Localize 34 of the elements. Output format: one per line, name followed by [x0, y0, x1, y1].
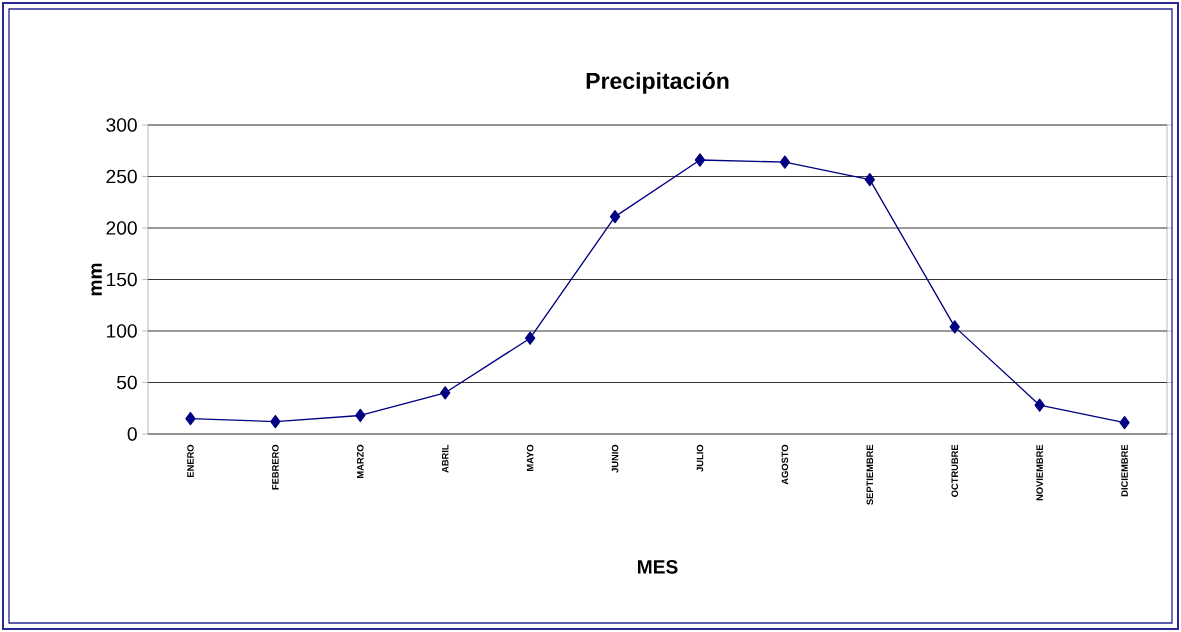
x-tick-label: OCTRUBRE — [951, 444, 959, 497]
x-tick-label: AGOSTO — [781, 444, 789, 485]
x-tick-label: MAYO — [526, 444, 534, 471]
point — [270, 414, 281, 429]
x-tick-label: JULIO — [696, 444, 704, 472]
point — [524, 331, 536, 345]
y-tick-label: 50 — [117, 375, 137, 390]
point — [609, 210, 621, 224]
y-tick-label: 150 — [107, 272, 137, 287]
y-tick-label: 100 — [107, 324, 137, 338]
point — [779, 155, 791, 169]
x-tick-label: NOVIEMBRE — [1036, 444, 1043, 501]
x-tick-label: SEPTIEMBRE — [866, 444, 874, 505]
x-tick-label: ENERO — [187, 444, 194, 477]
y-tick-label: 300 — [106, 118, 137, 132]
x-tick-label: DICIEMBRE — [1121, 444, 1128, 497]
point — [440, 386, 451, 400]
x-tick-label: ABRIL — [442, 444, 449, 473]
y-tick-label: 200 — [106, 221, 137, 235]
chart-title: Precipitación — [586, 71, 729, 94]
point — [949, 320, 960, 334]
x-tick-label: FEBRERO — [272, 444, 279, 490]
point — [355, 408, 366, 423]
x-tick-label: MARZO — [357, 444, 364, 478]
point — [1034, 398, 1045, 412]
point — [864, 172, 875, 187]
x-tick-label: JUNIO — [611, 444, 619, 473]
point — [1119, 416, 1130, 430]
y-axis-title: mm — [91, 263, 102, 296]
y-tick-label: 250 — [106, 169, 137, 184]
point — [185, 411, 196, 426]
y-tick-label: 0 — [127, 427, 137, 441]
x-axis-title: MES — [637, 560, 678, 574]
point — [694, 153, 706, 167]
